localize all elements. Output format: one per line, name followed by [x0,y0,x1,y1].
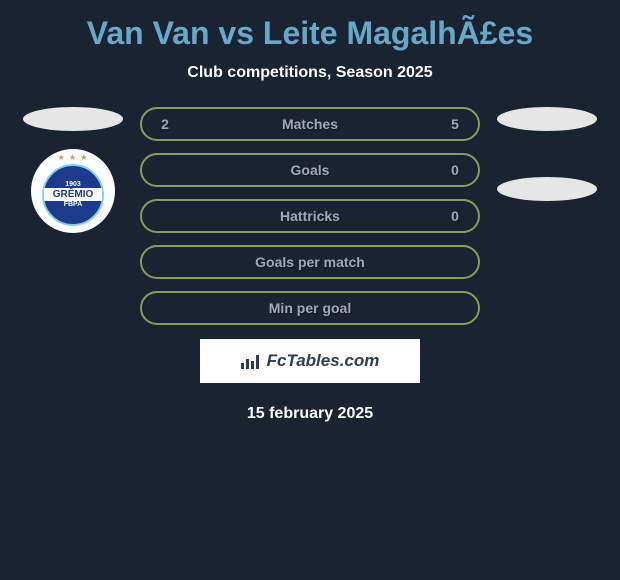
club-name: GRÊMIO [44,188,102,201]
stat-label: Matches [282,116,338,132]
right-column [492,107,602,201]
date-label: 15 february 2025 [10,405,610,423]
page-subtitle: Club competitions, Season 2025 [10,64,610,82]
stat-label: Min per goal [269,300,351,316]
player-photo-right [497,107,597,131]
branding-link[interactable]: FcTables.com [200,339,420,383]
stat-value-right: 5 [448,116,462,132]
stats-column: 2 Matches 5 Goals 0 Hattricks 0 Goals pe… [140,107,480,325]
stat-row-matches: 2 Matches 5 [140,107,480,141]
main-row: ★ ★ ★ 1903 GRÊMIO FBPA 2 Matches 5 Goals… [10,107,610,325]
chart-icon [241,353,261,369]
club-badge-inner: 1903 GRÊMIO FBPA [42,164,104,226]
stat-row-min-per-goal: Min per goal [140,291,480,325]
club-logo-left: ★ ★ ★ 1903 GRÊMIO FBPA [31,149,115,233]
stat-value-left: 2 [158,116,172,132]
club-logo-right-placeholder [497,177,597,201]
club-suffix: FBPA [64,201,83,208]
branding-text: FcTables.com [267,351,380,371]
club-stars-icon: ★ ★ ★ [58,153,89,162]
stat-label: Hattricks [280,208,340,224]
stat-value-right: 0 [448,162,462,178]
stat-value-right: 0 [448,208,462,224]
page-title: Van Van vs Leite MagalhÃ£es [10,15,610,52]
left-column: ★ ★ ★ 1903 GRÊMIO FBPA [18,107,128,233]
club-year: 1903 [65,181,81,188]
stat-row-hattricks: Hattricks 0 [140,199,480,233]
player-photo-left [23,107,123,131]
stat-label: Goals per match [255,254,365,270]
comparison-widget: Van Van vs Leite MagalhÃ£es Club competi… [0,0,620,433]
stat-row-goals: Goals 0 [140,153,480,187]
stat-row-goals-per-match: Goals per match [140,245,480,279]
stat-label: Goals [291,162,330,178]
